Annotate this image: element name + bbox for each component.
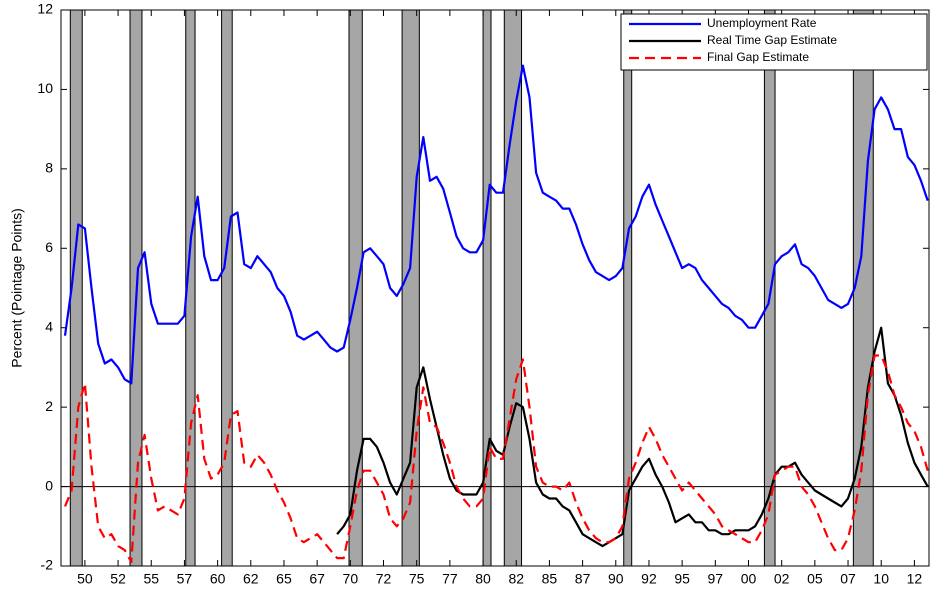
legend-label: Final Gap Estimate (707, 50, 809, 64)
series-line (336, 326, 929, 548)
legend: Unemployment Rate Real Time Gap Estimate F… (620, 13, 928, 71)
y-tick-label: 6 (45, 239, 53, 255)
x-tick-label: 97 (708, 571, 724, 587)
x-tick-label: 92 (641, 571, 657, 587)
y-tick-label: 0 (45, 477, 53, 493)
series-line (63, 354, 929, 564)
x-tick-label: 12 (907, 571, 923, 587)
x-tick-label: 62 (243, 571, 259, 587)
x-tick-label: 72 (376, 571, 392, 587)
x-tick-label: 10 (873, 571, 889, 587)
x-tick-label: 75 (409, 571, 425, 587)
x-tick-label: 07 (840, 571, 856, 587)
x-tick-label: 70 (343, 571, 359, 587)
recession-band (221, 9, 233, 567)
recession-band (503, 9, 523, 567)
x-tick-label: 82 (508, 571, 524, 587)
x-tick-label: 77 (442, 571, 458, 587)
y-tick-label: 8 (45, 160, 53, 176)
recession-band (482, 9, 492, 567)
x-tick-label: 80 (475, 571, 491, 587)
x-tick-label: 50 (77, 571, 93, 587)
x-tick-label: 60 (210, 571, 226, 587)
x-tick-label: 52 (110, 571, 126, 587)
legend-label: Real Time Gap Estimate (707, 33, 837, 47)
x-tick-label: 00 (741, 571, 757, 587)
y-axis-label: Percent (Pointage Points) (9, 208, 25, 368)
series-line (63, 64, 929, 385)
y-tick-label: 12 (37, 1, 53, 17)
x-tick-label: 57 (177, 571, 193, 587)
x-tick-label: 05 (807, 571, 823, 587)
y-tick-label: 10 (37, 80, 53, 96)
y-tick-label: 4 (45, 318, 53, 334)
x-tick-label: 65 (276, 571, 292, 587)
x-tick-label: 02 (774, 571, 790, 587)
x-tick-label: 55 (143, 571, 159, 587)
x-tick-label: 67 (309, 571, 325, 587)
recession-band (401, 9, 420, 567)
x-tick-label: 87 (575, 571, 591, 587)
plot-frame (60, 9, 930, 567)
recession-band (852, 9, 874, 567)
y-tick-label: 2 (45, 398, 53, 414)
legend-label: Unemployment Rate (707, 16, 817, 30)
x-tick-label: 90 (608, 571, 624, 587)
x-tick-label: 95 (674, 571, 690, 587)
x-tick-label: 85 (542, 571, 558, 587)
y-tick-label: -2 (41, 557, 54, 573)
